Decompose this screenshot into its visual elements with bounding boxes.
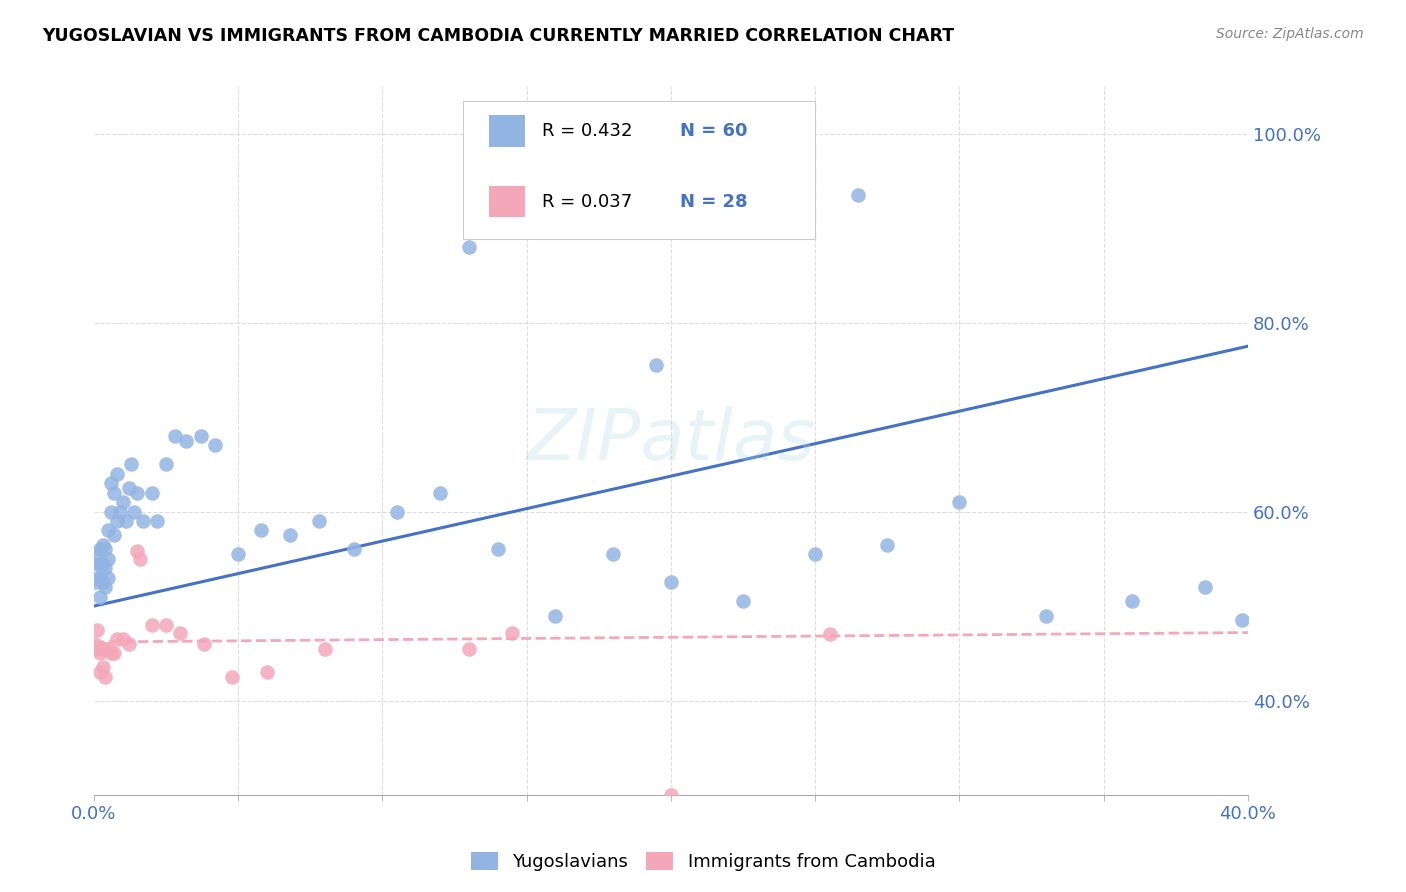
Point [89,571,111,585]
Point [84,637,107,651]
Point [97,641,120,656]
Point [111,632,134,647]
Point [342,542,364,557]
Point [100,476,122,491]
Point [120,458,142,472]
Point [89,542,111,557]
Point [250,524,273,538]
Point [108,505,131,519]
Point [458,641,481,656]
Point [117,637,139,651]
Point [114,514,136,528]
Point [91,557,114,571]
Point [127,485,149,500]
Point [87,557,110,571]
Point [86,641,108,656]
Point [111,495,134,509]
Point [94,670,117,684]
Point [103,646,125,660]
Point [948,495,970,509]
Point [193,637,215,651]
Point [645,358,668,372]
Point [94,641,117,656]
Point [1035,608,1057,623]
Point [97,571,120,585]
Point [155,618,177,632]
Text: R = 0.037: R = 0.037 [541,193,631,211]
Point [103,528,125,542]
Text: Source: ZipAtlas.com: Source: ZipAtlas.com [1216,27,1364,41]
Point [501,625,523,640]
Point [659,575,682,590]
Point [94,580,117,594]
Text: N = 28: N = 28 [681,193,748,211]
Point [146,514,169,528]
FancyBboxPatch shape [488,186,526,218]
Point [602,547,624,561]
Point [1194,580,1216,594]
Point [91,575,114,590]
Point [141,618,163,632]
Point [256,665,278,680]
Point [91,660,114,674]
Text: YUGOSLAVIAN VS IMMIGRANTS FROM CAMBODIA CURRENTLY MARRIED CORRELATION CHART: YUGOSLAVIAN VS IMMIGRANTS FROM CAMBODIA … [42,27,955,45]
Point [544,608,567,623]
Point [97,551,120,566]
Point [117,481,139,495]
FancyBboxPatch shape [488,115,526,146]
Point [876,538,898,552]
Point [486,542,509,557]
Point [105,632,128,647]
Point [314,641,336,656]
Legend: Yugoslavians, Immigrants from Cambodia: Yugoslavians, Immigrants from Cambodia [464,845,942,879]
Point [221,670,243,684]
Point [129,551,152,566]
Point [89,590,111,604]
Point [100,646,122,660]
Point [429,485,451,500]
Point [141,485,163,500]
Point [94,561,117,575]
Point [100,505,122,519]
Point [127,544,149,558]
Point [169,625,191,640]
Point [226,547,249,561]
Point [89,646,111,660]
Point [94,542,117,557]
Point [190,429,212,443]
Point [458,240,481,254]
Point [1230,613,1253,627]
Point [86,571,108,585]
Point [818,627,841,641]
Point [804,547,827,561]
Point [91,641,114,656]
Point [1121,594,1143,608]
Point [91,538,114,552]
Point [97,524,120,538]
Point [86,623,108,637]
Point [174,434,197,448]
Point [105,467,128,481]
Text: N = 60: N = 60 [681,122,748,140]
Point [659,788,682,802]
Point [163,429,186,443]
Point [308,514,330,528]
Point [89,665,111,680]
Point [155,458,177,472]
Point [86,547,108,561]
Point [278,528,301,542]
Text: R = 0.432: R = 0.432 [541,122,633,140]
Point [132,514,155,528]
Point [731,594,754,608]
FancyBboxPatch shape [463,101,815,239]
Point [204,438,226,452]
Point [105,514,128,528]
Point [103,485,125,500]
Point [84,575,107,590]
Point [848,188,870,202]
Text: ZIPatlas: ZIPatlas [526,406,815,475]
Point [124,505,146,519]
Point [89,557,111,571]
Point [385,505,408,519]
